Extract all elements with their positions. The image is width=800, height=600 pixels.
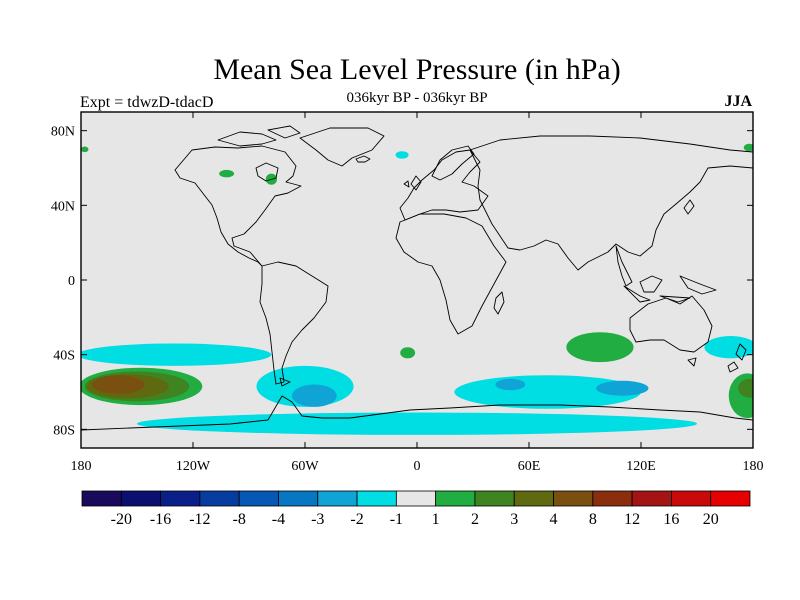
arctic-positive-east-region (743, 143, 753, 152)
colorbar-label: -3 (311, 511, 324, 528)
colorbar-swatch (631, 490, 672, 507)
lat-tick-label: 0 (68, 274, 75, 289)
arctic-positive-west-region (81, 146, 89, 153)
colorbar-swatch (553, 490, 594, 507)
tasman-negative-region (704, 336, 753, 359)
colorbar-swatch (160, 490, 201, 507)
coastline-layer (81, 125, 753, 431)
indonesia-coastline (623, 275, 717, 303)
colorbar-label: 1 (432, 511, 440, 528)
iceland-coastline (355, 155, 371, 163)
colorbar-label: -2 (350, 511, 363, 528)
colorbar-swatch (199, 490, 240, 507)
europe-coastline (399, 149, 489, 221)
colorbar-swatch (671, 490, 712, 507)
colorbar-swatch (120, 490, 161, 507)
north-america-coastline (174, 145, 302, 267)
scandinavia-coastline (431, 145, 475, 181)
new-zealand-coastline (727, 343, 747, 373)
colorbar-swatch (81, 490, 122, 507)
lon-tick-label: 120E (626, 459, 656, 474)
greenland-coastline (299, 127, 385, 167)
axis-ticks: 180 120W 60W 0 60E 120E 180 80N 40N 0 40S 80S (51, 112, 764, 474)
lat-tick-label: 40N (51, 199, 75, 214)
south-pacific-positive-core-region (92, 375, 145, 394)
southern-ocean-negative-core-west-region (495, 378, 526, 391)
lon-tick-label: 180 (71, 459, 92, 474)
southern-ocean-indian-negative-core-region (596, 380, 649, 396)
colorbar-swatch (710, 490, 751, 507)
lat-tick-label: 80S (53, 423, 75, 438)
colorbar-label: 8 (589, 511, 597, 528)
chart-title: Mean Sea Level Pressure (in hPa) (213, 53, 621, 86)
anomaly-layer (81, 143, 753, 435)
arctic-islands-coastline (217, 125, 301, 147)
colorbar-swatch (513, 490, 554, 507)
colorbar-label: 16 (663, 511, 679, 528)
colorbar-label: -20 (111, 511, 132, 528)
colorbar-swatch (356, 490, 397, 507)
australia-coastline (629, 295, 713, 353)
antarctica-coastline (81, 395, 753, 431)
colorbar-label: 2 (471, 511, 479, 528)
lon-tick-label: 180 (743, 459, 764, 474)
canada-positive-region (219, 169, 235, 178)
experiment-label: Expt = tdwzD-tdacD (80, 94, 214, 111)
south-america-coastline (259, 261, 329, 385)
colorbar-label: -12 (189, 511, 210, 528)
colorbar-label: -16 (150, 511, 171, 528)
season-label: JJA (724, 93, 752, 110)
lon-tick-label: 0 (414, 459, 421, 474)
colorbar-label: -8 (233, 511, 246, 528)
colorbar-label: -4 (272, 511, 285, 528)
colorbar-swatch (395, 490, 437, 507)
south-indian-positive-region (566, 332, 634, 363)
new-zealand-positive-core-region (738, 378, 753, 398)
colorbar-swatch (435, 490, 476, 507)
lon-tick-label: 60E (518, 459, 541, 474)
colorbar-label: 12 (624, 511, 640, 528)
colorbar-label: 4 (550, 511, 558, 528)
hudson-bay-coastline (255, 162, 279, 182)
colorbar: -20 -16 -12 -8 -4 -3 -2 -1 1 2 3 4 8 12 16 20 (81, 490, 751, 528)
indochina-coastline (615, 245, 633, 287)
madagascar-coastline (493, 291, 505, 315)
tierra-del-fuego-coastline (279, 377, 291, 387)
lon-tick-label: 120W (176, 459, 211, 474)
lat-tick-label: 80N (51, 125, 75, 140)
colorbar-swatch (592, 490, 633, 507)
drake-passage-negative-core-region (291, 384, 337, 407)
colorbar-swatch (317, 490, 358, 507)
lat-tick-label: 40S (53, 349, 75, 364)
british-isles-coastline (403, 175, 422, 191)
lon-tick-label: 60W (291, 459, 319, 474)
south-pacific-negative-band-region (81, 343, 272, 366)
greenland-sea-negative-region (395, 151, 409, 159)
colorbar-swatch (278, 490, 319, 507)
colorbar-label: 20 (703, 511, 719, 528)
africa-coastline (395, 213, 507, 335)
tasmania-coastline (687, 357, 697, 367)
colorbar-label: 3 (510, 511, 518, 528)
south-atlantic-positive-region (400, 347, 416, 359)
colorbar-swatch (238, 490, 279, 507)
antarctic-coast-negative-region (137, 412, 697, 435)
asia-coastline (469, 135, 753, 271)
colorbar-swatch (474, 490, 515, 507)
chart-subtitle: 036kyr BP - 036kyr BP (346, 90, 488, 106)
colorbar-label: -1 (390, 511, 403, 528)
japan-coastline (683, 199, 695, 215)
